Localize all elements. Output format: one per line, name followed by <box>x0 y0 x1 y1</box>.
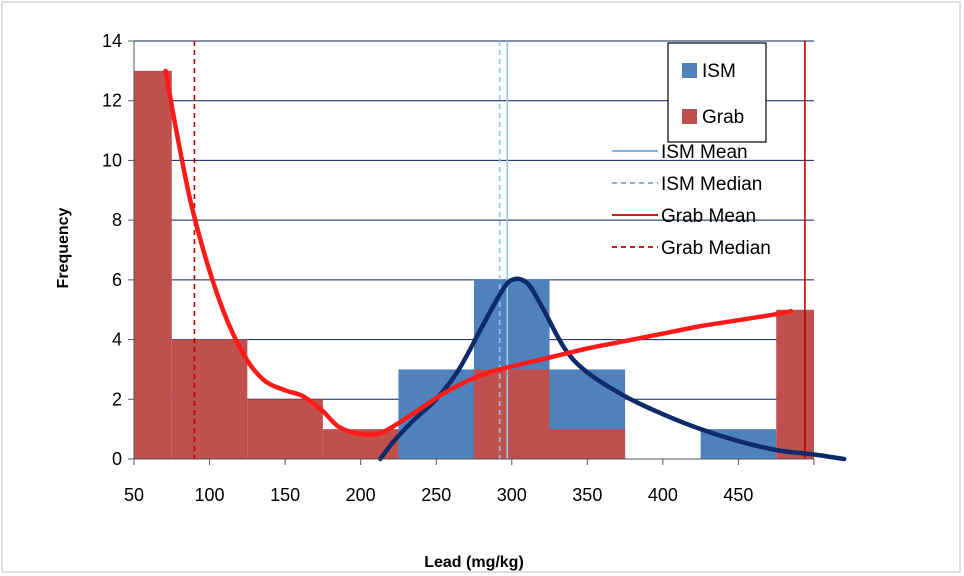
axes <box>128 40 815 465</box>
x-tick-label: 450 <box>723 485 753 505</box>
y-tick-labels: 0 2 4 6 8 10 12 14 <box>102 31 122 469</box>
grab-bar <box>247 399 323 459</box>
density-curves <box>163 68 847 462</box>
legend: ISM Grab ISM Mean ISM Median Grab Mean Grab M… <box>612 42 771 259</box>
reference-lines <box>193 41 806 459</box>
x-tick-label: 400 <box>648 485 678 505</box>
x-tick-label: 100 <box>195 485 225 505</box>
x-tick-labels: 50 100 150 200 250 300 350 400 450 <box>124 485 753 505</box>
ism-median-legend-label: ISM Median <box>661 174 762 195</box>
grab-legend-swatch <box>682 109 697 124</box>
grab-curve <box>163 68 794 438</box>
y-tick-label: 10 <box>102 150 122 170</box>
grab-bar <box>134 70 172 459</box>
grab-bar <box>474 369 550 459</box>
y-axis-title: Frequency <box>55 207 72 288</box>
y-tick-label: 8 <box>112 210 122 230</box>
legend-box <box>667 42 767 143</box>
grab-bar <box>171 339 248 459</box>
x-tick-label: 350 <box>572 485 602 505</box>
grab-bar <box>776 309 814 459</box>
grab-legend-label: Grab <box>702 107 744 128</box>
grab-bar <box>549 429 626 459</box>
y-tick-label: 6 <box>112 270 122 290</box>
y-tick-label: 2 <box>112 389 122 409</box>
ism-mean-legend-label: ISM Mean <box>661 142 748 163</box>
x-tick-label: 50 <box>124 485 144 505</box>
grab-mean-legend-label: Grab Mean <box>661 206 756 227</box>
grab-median-legend-label: Grab Median <box>661 238 771 259</box>
ism-legend-swatch <box>682 63 697 78</box>
x-tick-label: 250 <box>421 485 451 505</box>
x-tick-label: 150 <box>270 485 300 505</box>
x-axis-title: Lead (mg/kg) <box>424 554 524 571</box>
ism-legend-label: ISM <box>702 61 736 82</box>
x-tick-label: 300 <box>497 485 527 505</box>
y-tick-label: 0 <box>112 449 122 469</box>
x-tick-label: 200 <box>346 485 376 505</box>
y-tick-label: 14 <box>102 31 122 51</box>
y-tick-label: 12 <box>102 91 122 111</box>
y-tick-label: 4 <box>112 330 122 350</box>
